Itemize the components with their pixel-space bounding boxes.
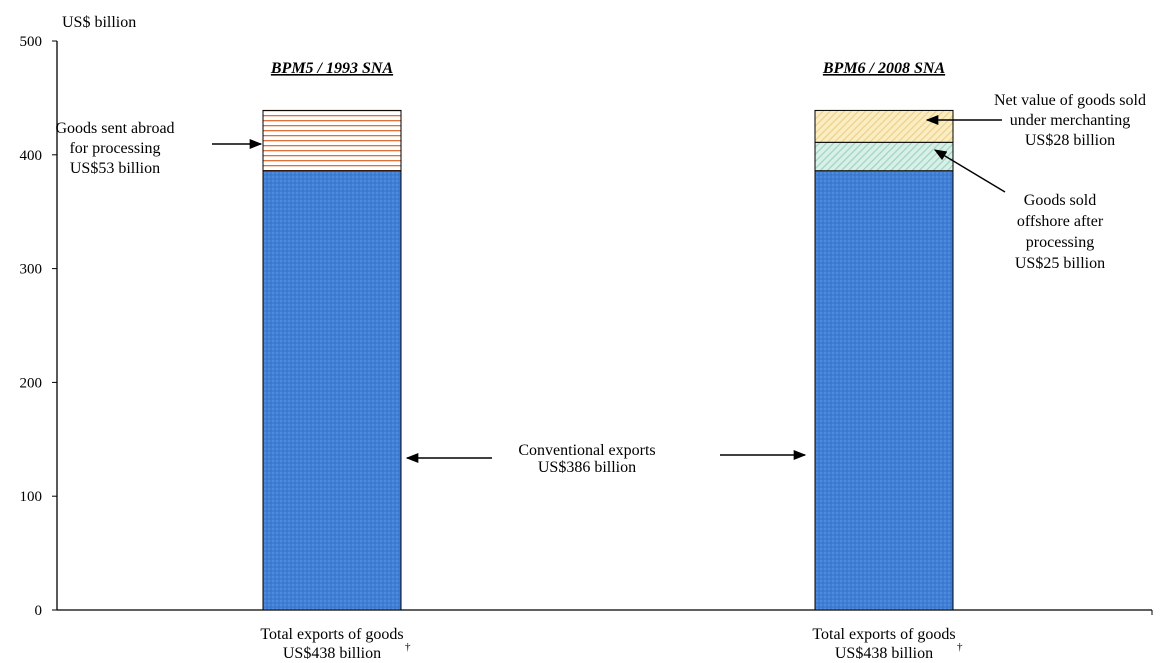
panel-title: BPM5 / 1993 SNA: [270, 60, 394, 77]
category-sublabel: US$438 billion: [283, 645, 381, 662]
y-tick-label: 300: [20, 262, 43, 278]
bar-segment-goods-sent-abroad-for-processing: [262, 109, 402, 172]
footnote-mark: †: [405, 641, 411, 653]
bars: [262, 109, 954, 611]
y-tick-label: 500: [20, 34, 43, 50]
y-tick-label: 0: [35, 603, 43, 619]
annotation-offshore-line: US$25 billion: [1015, 255, 1105, 272]
annotation-conventional-line: Conventional exports: [518, 442, 655, 459]
annotation-offshore-line: processing: [1026, 234, 1094, 251]
category-sublabel: US$438 billion: [835, 645, 933, 662]
category-label: Total exports of goods: [260, 626, 403, 643]
panel-titles: BPM5 / 1993 SNA BPM6 / 2008 SNA: [270, 60, 946, 77]
annotation-processing-line: Goods sent abroad: [55, 120, 174, 137]
annotation-offshore-line: offshore after: [1017, 213, 1104, 230]
category-label: Total exports of goods: [812, 626, 955, 643]
y-ticks: 0 100 200 300 400 500: [20, 34, 57, 619]
y-tick-label: 200: [20, 375, 43, 391]
annotation-conventional-line: US$386 billion: [538, 459, 636, 476]
bar-segment-goods-sold-offshore-after-processing: [814, 141, 954, 172]
y-axis-label: US$ billion: [62, 14, 136, 31]
annotation-processing-line: US$53 billion: [70, 160, 160, 177]
annotation-merchanting-line: US$28 billion: [1025, 132, 1115, 149]
annotations: Goods sent abroad for processing US$53 bil…: [55, 92, 1146, 476]
annotation-merchanting-line: Net value of goods sold: [994, 92, 1146, 109]
annotation-merchanting-line: under merchanting: [1010, 112, 1130, 129]
axes: [56, 41, 1153, 615]
bar-segment-conventional-exports: [262, 170, 402, 611]
bar-segment-net-value-of-goods-sold-under-merchanting: [814, 109, 954, 143]
annotation-offshore-line: Goods sold: [1024, 192, 1096, 209]
arrow-offshore: [933, 149, 1006, 193]
panel-title: BPM6 / 2008 SNA: [822, 60, 946, 77]
annotation-processing-line: for processing: [69, 140, 160, 157]
y-tick-label: 100: [20, 489, 43, 505]
footnote-mark: †: [957, 641, 963, 653]
y-tick-label: 400: [20, 148, 43, 164]
bar-segment-conventional-exports: [814, 170, 954, 611]
